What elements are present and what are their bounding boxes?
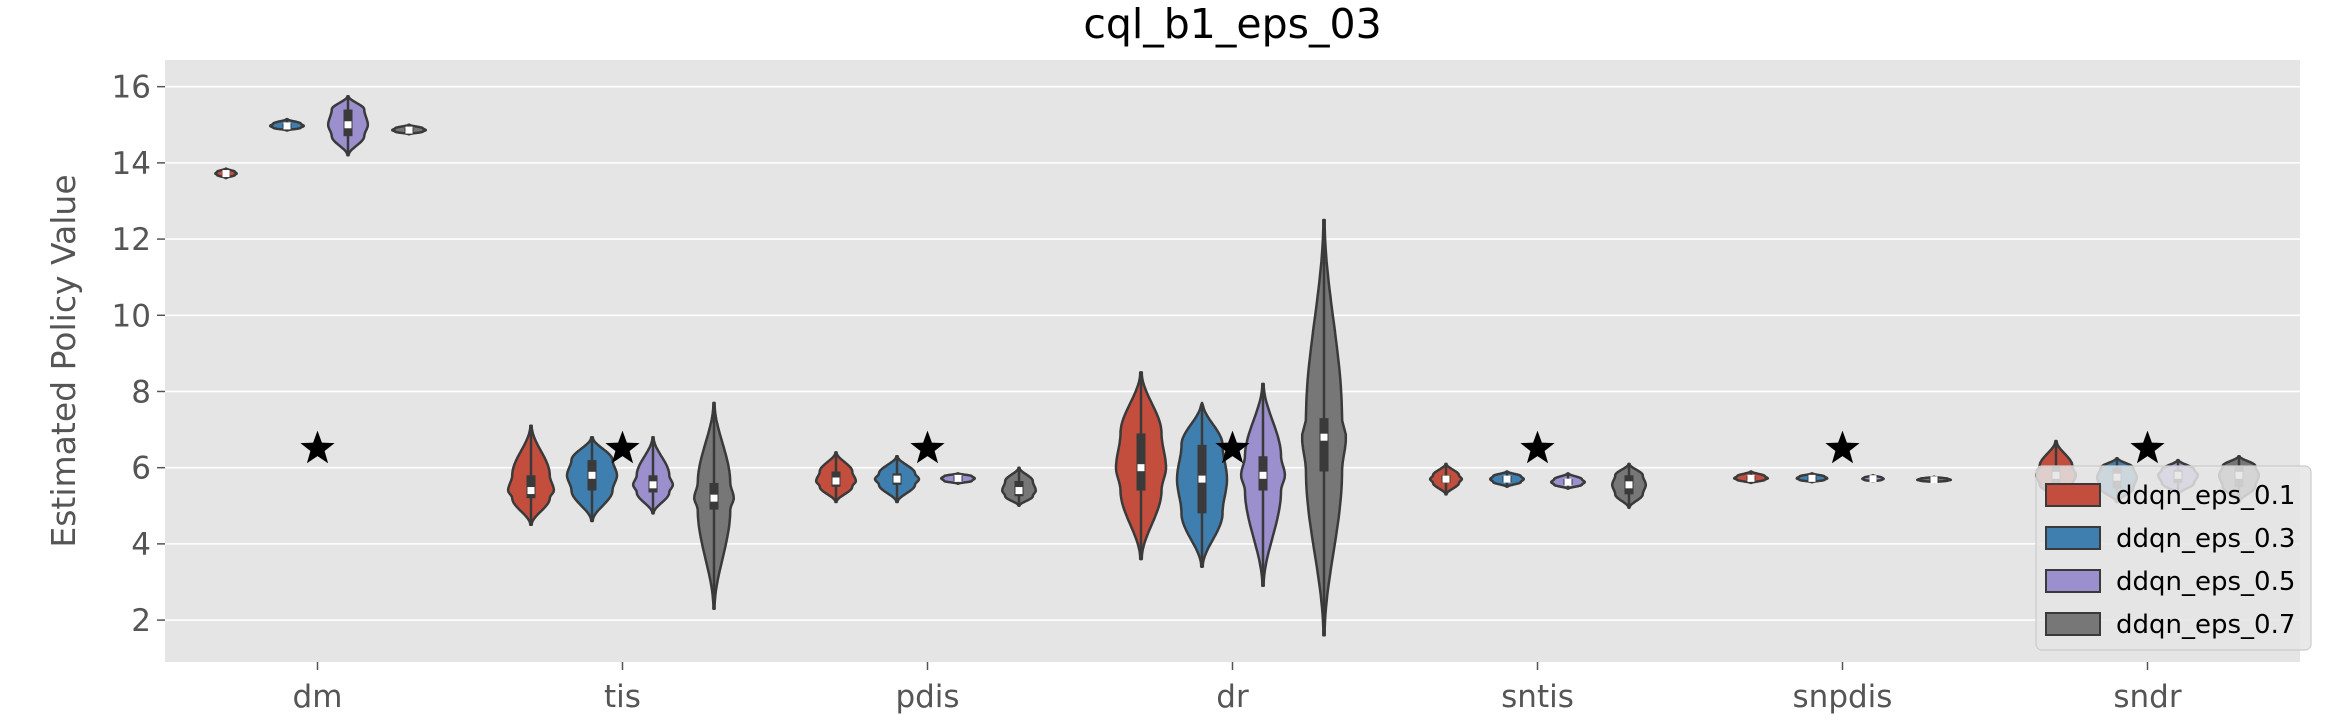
legend-label: ddqn_eps_0.5 [2116,567,2295,597]
violin-box [526,475,536,499]
violin-median [405,126,413,134]
violin-median [832,477,840,485]
violin-median [1808,474,1816,482]
violin-median [1869,475,1877,483]
y-tick-label: 8 [131,374,151,410]
y-tick-label: 10 [112,298,151,334]
reference-star [1520,430,1555,464]
y-axis-label: Estimated Policy Value [44,174,83,547]
violin-median [283,122,291,130]
violin-median [1137,464,1145,472]
reference-star [2130,430,2165,464]
x-tick-label: dm [293,679,343,715]
plot-background [165,60,2300,662]
legend-label: ddqn_eps_0.7 [2116,610,2295,640]
legend-swatch [2045,569,2101,593]
violin-median [1198,475,1206,483]
violin-median [893,475,901,483]
reference-star [605,430,640,464]
y-tick-label: 2 [131,603,151,639]
y-tick-label: 12 [112,222,151,258]
reference-stars [300,430,2165,464]
y-tick-label: 6 [131,451,151,487]
y-tick-label: 14 [112,146,151,182]
legend-swatch [2045,612,2101,636]
x-tick-label: pdis [895,679,959,715]
violin-median [710,494,718,502]
violin-box [1136,433,1146,491]
violin-median [1564,478,1572,486]
violin-median [1503,475,1511,483]
violin-median [1930,476,1938,484]
violin-median [1015,487,1023,495]
legend-swatch [2045,526,2101,550]
violin-median [344,121,352,129]
reference-star [300,430,335,464]
legend-swatch [2045,483,2101,507]
violin-median [1625,481,1633,489]
x-tick-label: sndr [2113,679,2181,715]
reference-star [910,430,945,464]
legend-box [2035,465,2312,651]
y-tick-label: 16 [112,70,151,106]
x-tick-label: sntis [1501,679,1574,715]
violin-median [649,481,657,489]
x-tick-label: tis [604,679,641,715]
chart-title: cql_b1_eps_03 [1083,0,1381,48]
x-tick-label: dr [1216,679,1249,715]
violin-median [1747,474,1755,482]
violin-median [222,170,230,178]
violin-median [1259,471,1267,479]
violin-median [954,474,962,482]
legend: ddqn_eps_0.1 ddqn_eps_0.3 ddqn_eps_0.5ddqn… [2035,465,2312,651]
x-tick-label: snpdis [1793,679,1893,715]
legend-label: ddqn_eps_0.3 [2116,524,2295,554]
legend-label: ddqn_eps_0.1 [2116,481,2295,511]
reference-star [1825,430,1860,464]
reference-star [1215,430,1250,464]
violin-box [1319,418,1329,472]
violin-median [1442,475,1450,483]
violin-median [1320,433,1328,441]
violin-median [527,487,535,495]
violin-median [588,471,596,479]
y-tick-label: 4 [131,527,151,563]
axes: 2 4 6 8 10 12 14 16 dm tis pdis dr sntis snpdis sndr [112,70,2182,715]
